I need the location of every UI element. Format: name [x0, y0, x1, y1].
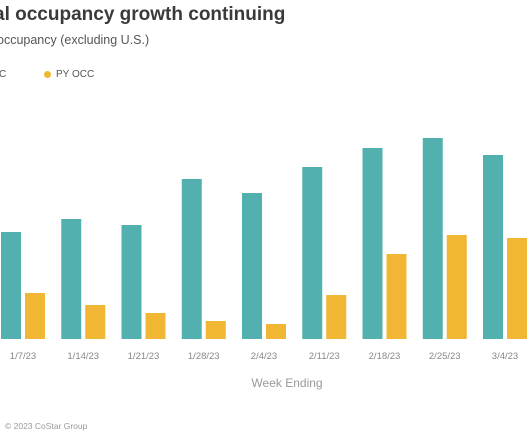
bar-current-2-25-23 [422, 138, 443, 339]
bar-current-3-4-23 [483, 155, 503, 339]
legend-item-current: C [0, 69, 6, 80]
bar-py-occ-1-14-23 [85, 305, 106, 339]
legend-item-py-occ: PY OCC [44, 69, 94, 80]
x-tick-label: 2/4/23 [251, 351, 277, 362]
bar-py-occ-2-25-23 [446, 235, 467, 339]
x-tick-label: 1/28/23 [188, 351, 220, 362]
bar-py-occ-2-4-23 [266, 324, 286, 339]
bar-current-2-11-23 [302, 167, 323, 339]
bar-current-1-7-23 [1, 232, 21, 339]
bar-py-occ-1-21-23 [145, 313, 166, 339]
x-tick-label: 1/21/23 [128, 351, 160, 362]
x-tick-label: 1/7/23 [10, 351, 36, 362]
legend-label-py-occ: PY OCC [56, 69, 95, 80]
x-tick-label: 1/14/23 [67, 351, 99, 362]
bar-py-occ-1-28-23 [205, 321, 226, 339]
bar-current-1-21-23 [121, 225, 142, 339]
legend-swatch-py-occ [44, 71, 51, 78]
x-tick-label: 3/4/23 [492, 351, 518, 362]
bar-current-2-18-23 [362, 148, 383, 339]
bar-current-1-14-23 [61, 219, 82, 339]
x-tick-label: 2/11/23 [309, 351, 340, 362]
legend-label-current: C [0, 69, 7, 80]
bar-py-occ-3-4-23 [507, 238, 527, 339]
x-axis-title: Week Ending [251, 376, 322, 390]
x-tick-label: 2/18/23 [369, 351, 401, 362]
chart-title: al occupancy growth continuing [0, 4, 286, 25]
bar-py-occ-2-11-23 [326, 295, 347, 339]
chart-subtitle: occupancy (excluding U.S.) [0, 33, 150, 47]
bar-current-1-28-23 [181, 179, 202, 339]
copyright-credit: © 2023 CoStar Group [5, 421, 88, 431]
bar-current-2-4-23 [242, 193, 262, 339]
x-tick-label: 2/25/23 [429, 351, 461, 362]
bar-py-occ-1-7-23 [25, 293, 45, 339]
bar-py-occ-2-18-23 [386, 254, 407, 339]
